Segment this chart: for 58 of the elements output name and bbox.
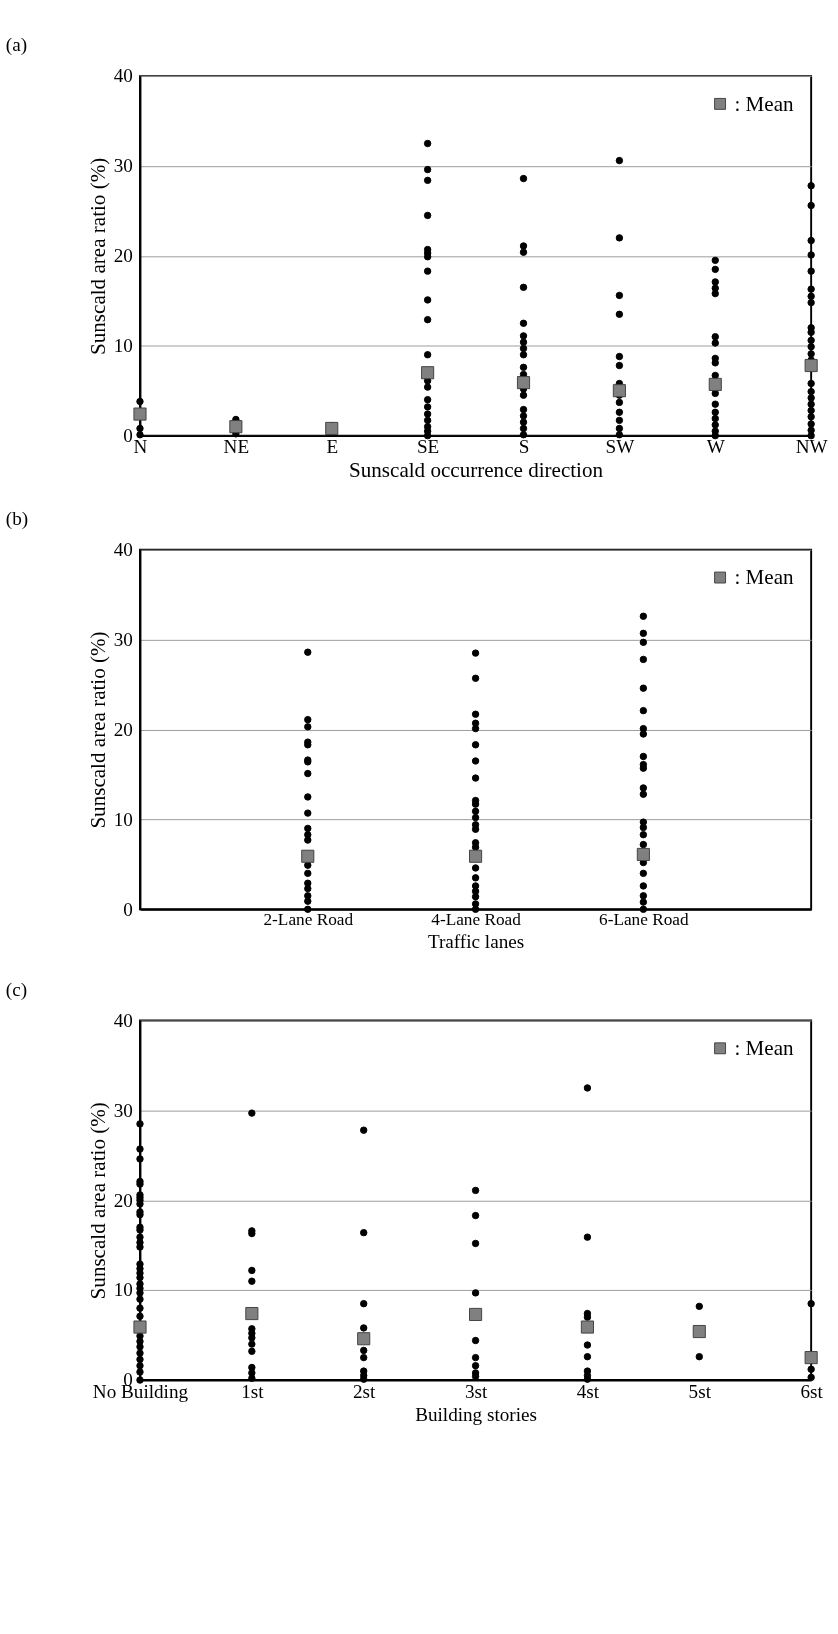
x-tick-label: 5st — [688, 1380, 712, 1402]
chart-title: (c) — [5, 978, 28, 1001]
legend-label: : Mean — [734, 91, 795, 116]
y-tick-label: 20 — [113, 245, 133, 267]
x-tick-label: 1st — [241, 1380, 265, 1402]
y-axis-title: Sunscald area ratio (%) — [85, 631, 110, 829]
x-tick-label: NW — [795, 436, 829, 458]
x-tick-label: 6st — [800, 1380, 824, 1402]
x-axis-title: Building stories — [415, 1403, 537, 1425]
point — [421, 366, 435, 380]
chart-title: (a) — [5, 34, 28, 57]
x-axis-title: Traffic lanes — [427, 931, 525, 953]
y-tick-label: 10 — [113, 1279, 133, 1301]
y-tick-label: 10 — [113, 334, 133, 356]
y-tick-label: 40 — [113, 65, 133, 87]
x-tick-label: E — [326, 436, 339, 458]
y-tick-label: 10 — [113, 808, 133, 830]
x-tick-label: 4-Lane Road — [431, 910, 522, 930]
y-tick-label: 20 — [113, 718, 133, 740]
point — [516, 376, 531, 390]
x-tick-label: 4st — [576, 1380, 600, 1402]
y-tick-label: 40 — [113, 1009, 133, 1031]
point — [469, 1307, 483, 1321]
point — [325, 421, 339, 435]
point — [357, 1332, 371, 1346]
y-tick-label: 20 — [113, 1189, 133, 1211]
point — [612, 384, 626, 398]
x-tick-label: S — [518, 436, 530, 458]
x-tick-label: SW — [605, 436, 636, 458]
x-tick-label: 6-Lane Road — [599, 910, 689, 930]
x-tick-label: 2-Lane Road — [263, 910, 354, 930]
point — [804, 1351, 818, 1365]
y-axis-title: Sunscald area ratio (%) — [85, 1102, 110, 1300]
point — [692, 1324, 706, 1339]
point — [133, 407, 147, 421]
x-axis-title: Sunscald occurrence direction — [349, 458, 604, 483]
y-axis-title: Sunscald area ratio (%) — [85, 157, 110, 355]
x-tick-label: SE — [416, 436, 440, 458]
legend-label: : Mean — [734, 1036, 795, 1061]
y-tick-label: 30 — [113, 1099, 133, 1121]
point — [245, 1307, 259, 1321]
point — [229, 420, 243, 434]
point — [804, 358, 818, 373]
point — [133, 1320, 147, 1334]
x-tick-label: 3st — [464, 1380, 488, 1402]
x-tick-label: W — [706, 436, 726, 458]
legend-label: : Mean — [734, 565, 795, 590]
x-tick-label: NE — [223, 436, 250, 458]
chart-title: (b) — [5, 507, 29, 530]
y-tick-label: 30 — [113, 628, 133, 650]
x-tick-label: 2st — [353, 1380, 377, 1402]
x-tick-label: N — [133, 436, 148, 458]
y-tick-label: 0 — [123, 898, 133, 920]
y-tick-label: 40 — [113, 538, 133, 560]
y-tick-label: 0 — [123, 424, 133, 446]
point — [708, 377, 722, 391]
y-tick-label: 30 — [113, 155, 133, 177]
point — [580, 1320, 594, 1334]
